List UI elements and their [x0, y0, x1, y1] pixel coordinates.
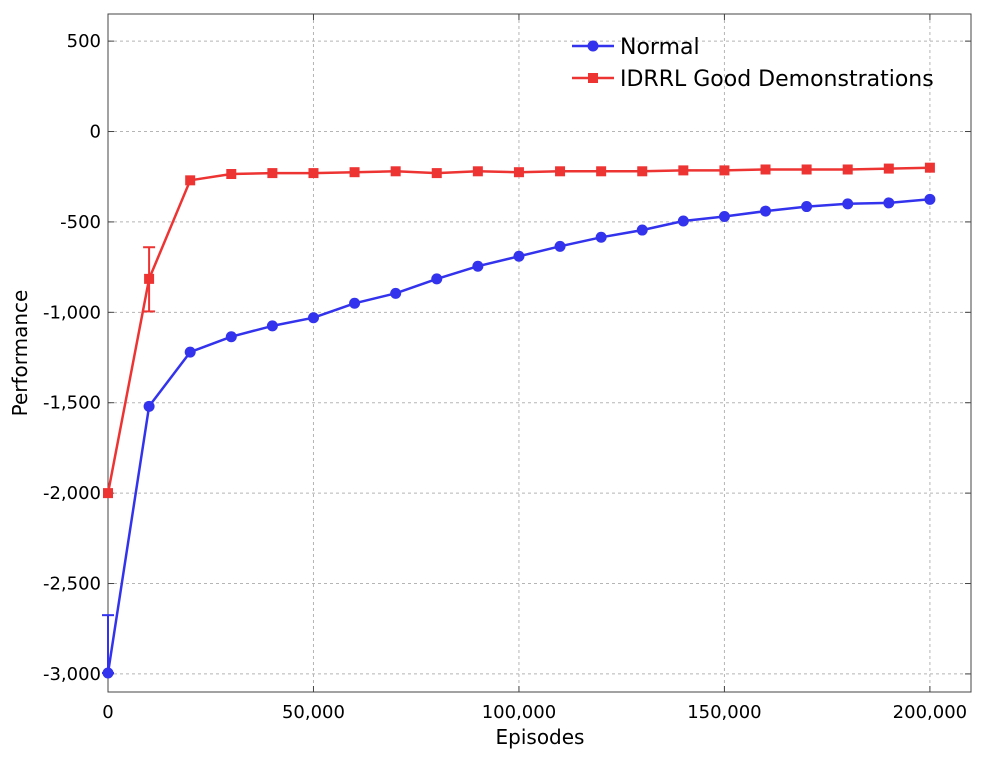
data-point — [636, 224, 648, 236]
data-point — [842, 164, 853, 175]
y-tick-label: 500 — [67, 31, 101, 52]
x-tick-label: 100,000 — [482, 702, 556, 723]
data-point — [924, 162, 935, 173]
data-point — [677, 215, 689, 227]
data-point — [555, 166, 566, 177]
grid-lines — [108, 14, 971, 692]
data-point — [760, 164, 771, 175]
data-point — [349, 167, 360, 178]
data-point — [431, 168, 442, 179]
x-tick-label: 200,000 — [893, 702, 967, 723]
data-point — [924, 193, 936, 205]
legend-marker — [588, 73, 598, 83]
data-point — [225, 331, 237, 343]
data-point — [472, 260, 484, 272]
data-point — [595, 231, 607, 243]
data-point — [554, 240, 566, 252]
x-axis-label: Episodes — [496, 725, 585, 749]
axis-ticks: 0 50,000 100,000 150,000 200,000 500 0 -500 -1,0… — [43, 14, 971, 723]
y-tick-label: -2,000 — [43, 483, 101, 504]
data-point — [842, 198, 854, 210]
data-point — [513, 250, 525, 262]
series-line — [106, 166, 930, 494]
plot-area-frame — [107, 13, 972, 693]
data-point — [678, 165, 689, 176]
y-tick-label: -3,000 — [43, 664, 101, 685]
data-point — [103, 488, 113, 499]
data-point — [185, 175, 196, 186]
data-point — [267, 168, 278, 179]
legend-marker — [587, 40, 599, 52]
x-tick-label: 0 — [102, 702, 113, 723]
data-point — [801, 164, 812, 175]
y-tick-label: -1,000 — [43, 302, 101, 323]
data-point — [637, 166, 648, 177]
data-point — [718, 210, 730, 222]
data-series — [102, 162, 936, 679]
data-point — [349, 297, 361, 309]
data-point — [390, 166, 401, 177]
data-point — [390, 287, 402, 299]
data-point — [184, 346, 196, 358]
data-point — [102, 667, 114, 679]
data-point — [472, 166, 483, 177]
data-point — [883, 163, 894, 174]
data-point — [307, 312, 319, 324]
data-point — [513, 167, 524, 178]
y-axis-label: Performance — [8, 290, 32, 417]
x-tick-label: 50,000 — [282, 702, 345, 723]
data-point — [596, 166, 607, 177]
y-tick-label: -2,500 — [43, 574, 101, 595]
data-point — [883, 197, 895, 209]
legend-label: IDRRL Good Demonstrations — [620, 67, 934, 92]
data-point — [719, 165, 730, 176]
data-point — [760, 205, 772, 217]
error-bars — [102, 246, 156, 675]
data-point — [266, 320, 278, 332]
data-point — [144, 273, 155, 284]
y-tick-label: 0 — [90, 122, 101, 143]
legend-label: Normal — [620, 35, 700, 60]
legend: Normal IDRRL Good Demonstrations — [572, 35, 934, 92]
data-point — [226, 169, 237, 180]
data-point — [431, 273, 443, 285]
data-point — [143, 400, 155, 412]
y-tick-label: -500 — [60, 212, 101, 233]
data-point — [801, 201, 813, 213]
x-tick-label: 150,000 — [687, 702, 761, 723]
y-tick-label: -1,500 — [43, 393, 101, 414]
data-point — [308, 168, 319, 179]
